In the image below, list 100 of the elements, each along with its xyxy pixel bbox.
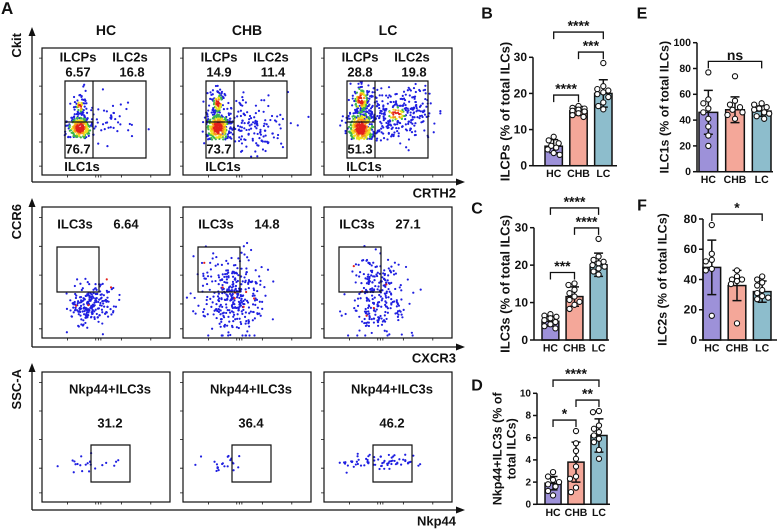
y-tick-label: 20 xyxy=(514,258,528,272)
text: Ckit xyxy=(9,32,24,58)
text: 6.64 xyxy=(113,216,140,232)
y-tick-label: 100 xyxy=(673,37,692,50)
x-tick-label: HC xyxy=(546,168,562,180)
y-tick-label: 0 xyxy=(521,332,528,347)
text: ILC3s xyxy=(339,216,375,232)
y-tick-label: 0 xyxy=(685,166,692,178)
y-tick-label: 6 xyxy=(525,432,532,444)
text: HC xyxy=(96,22,116,38)
text: CXCR3 xyxy=(412,350,456,366)
x-tick-label: HC xyxy=(545,506,562,519)
x-tick-label: CHB xyxy=(564,506,588,519)
chart-title: F xyxy=(637,198,648,215)
chart-title: B xyxy=(481,6,493,23)
y-tick-label: 60 xyxy=(679,88,692,101)
x-tick-label: LC xyxy=(592,342,606,354)
text: 16.8 xyxy=(119,64,145,80)
annotation: **** xyxy=(576,213,598,230)
text: *** xyxy=(582,38,600,54)
text: ILC3s xyxy=(57,216,93,232)
x-tick-label: CHB xyxy=(567,168,590,180)
y-tick-label: 60 xyxy=(684,242,698,256)
y-axis-title: ILC1s (% of total ILCs) xyxy=(657,40,672,174)
y-axis-title: Nkp44+ILC3s (% of total ILCs) xyxy=(490,392,518,506)
text: ILC1s xyxy=(205,159,241,174)
text: **** xyxy=(568,18,590,34)
y-tick-label: 80 xyxy=(679,62,692,75)
y-tick-label: 10 xyxy=(514,122,528,136)
x-tick-label: CHB xyxy=(724,174,747,186)
y-tick-label: 20 xyxy=(684,302,698,317)
x-tick-label: HC xyxy=(542,342,558,354)
y-tick-label: 40 xyxy=(679,114,692,126)
text: **** xyxy=(564,193,586,210)
text: 14.9 xyxy=(206,64,232,80)
y-tick-label: 40 xyxy=(684,272,698,286)
y-tick-label: 4 xyxy=(525,455,532,466)
x-tick-label: HC xyxy=(700,174,716,186)
chart-title: C xyxy=(471,200,484,218)
text: 31.2 xyxy=(97,416,123,431)
annotation: * xyxy=(562,406,568,422)
text: 28.8 xyxy=(347,64,373,80)
text: 14.8 xyxy=(254,216,280,232)
y-tick-label: 30 xyxy=(514,50,528,64)
text: 73.7 xyxy=(206,142,232,157)
y-tick-label: 2 xyxy=(525,477,532,488)
text: CCR6 xyxy=(9,204,24,240)
text: 27.1 xyxy=(395,216,421,232)
x-tick-label: LC xyxy=(596,168,611,180)
y-axis-title: ILCPs (% of total ILCs) xyxy=(498,42,513,182)
text: ILC3s xyxy=(198,216,234,232)
y-tick-label: 20 xyxy=(679,140,692,152)
y-tick-label: 0 xyxy=(525,500,532,510)
y-axis-title: ILC3s (% of total ILCs) xyxy=(498,214,513,353)
x-tick-label: CHB xyxy=(563,342,586,354)
text: ILC1s xyxy=(346,159,382,174)
annotation: **** xyxy=(555,80,578,97)
text: ILC2s xyxy=(112,50,148,65)
y-tick-label: 0 xyxy=(520,158,528,173)
text: 51.3 xyxy=(347,142,373,157)
y-tick-label: 80 xyxy=(684,212,698,226)
text: Nkp44+ILC3s xyxy=(210,382,292,397)
text: Nkp44+ILC3s xyxy=(68,382,152,397)
y-axis-title: ILC2s (% of total ILCs) xyxy=(655,213,670,346)
text: Nkp44 xyxy=(416,514,457,529)
text: LC xyxy=(378,22,398,38)
text: CHB xyxy=(232,22,262,38)
x-tick-label: LC xyxy=(592,506,606,519)
y-tick-label: 10 xyxy=(520,388,532,400)
text: 46.2 xyxy=(379,416,405,431)
x-tick-label: HC xyxy=(704,342,720,354)
text: A xyxy=(1,0,14,18)
y-tick-label: 10 xyxy=(514,295,528,310)
text: ILCPs xyxy=(342,50,378,65)
text: Nkp44+ILC3s xyxy=(350,382,434,397)
annotation: ** xyxy=(582,386,594,402)
text: ILCPs xyxy=(200,50,238,65)
text: ILC2s xyxy=(253,50,289,65)
y-tick-label: 20 xyxy=(514,86,528,100)
chart-title: E xyxy=(636,6,648,23)
text: ILC2s xyxy=(394,50,430,65)
text: 6.57 xyxy=(65,64,91,80)
text: SSC-A xyxy=(9,368,24,410)
text: 36.4 xyxy=(238,416,264,431)
text: CRTH2 xyxy=(412,186,456,201)
y-tick-label: 8 xyxy=(525,410,532,422)
x-tick-label: CHB xyxy=(726,342,749,354)
text: 76.7 xyxy=(65,142,91,157)
text: * xyxy=(734,200,740,216)
annotation: ns xyxy=(726,46,744,63)
text: 19.8 xyxy=(401,64,427,80)
x-tick-label: LC xyxy=(755,342,770,354)
annotation: *** xyxy=(554,258,572,274)
y-tick-label: 30 xyxy=(514,220,528,235)
text: 11.4 xyxy=(260,64,286,80)
y-tick-label: 0 xyxy=(690,332,698,347)
x-tick-label: LC xyxy=(754,174,770,186)
text: ILCPs xyxy=(60,50,96,65)
chart-title: D xyxy=(471,378,483,395)
text: ILC1s xyxy=(64,159,100,174)
